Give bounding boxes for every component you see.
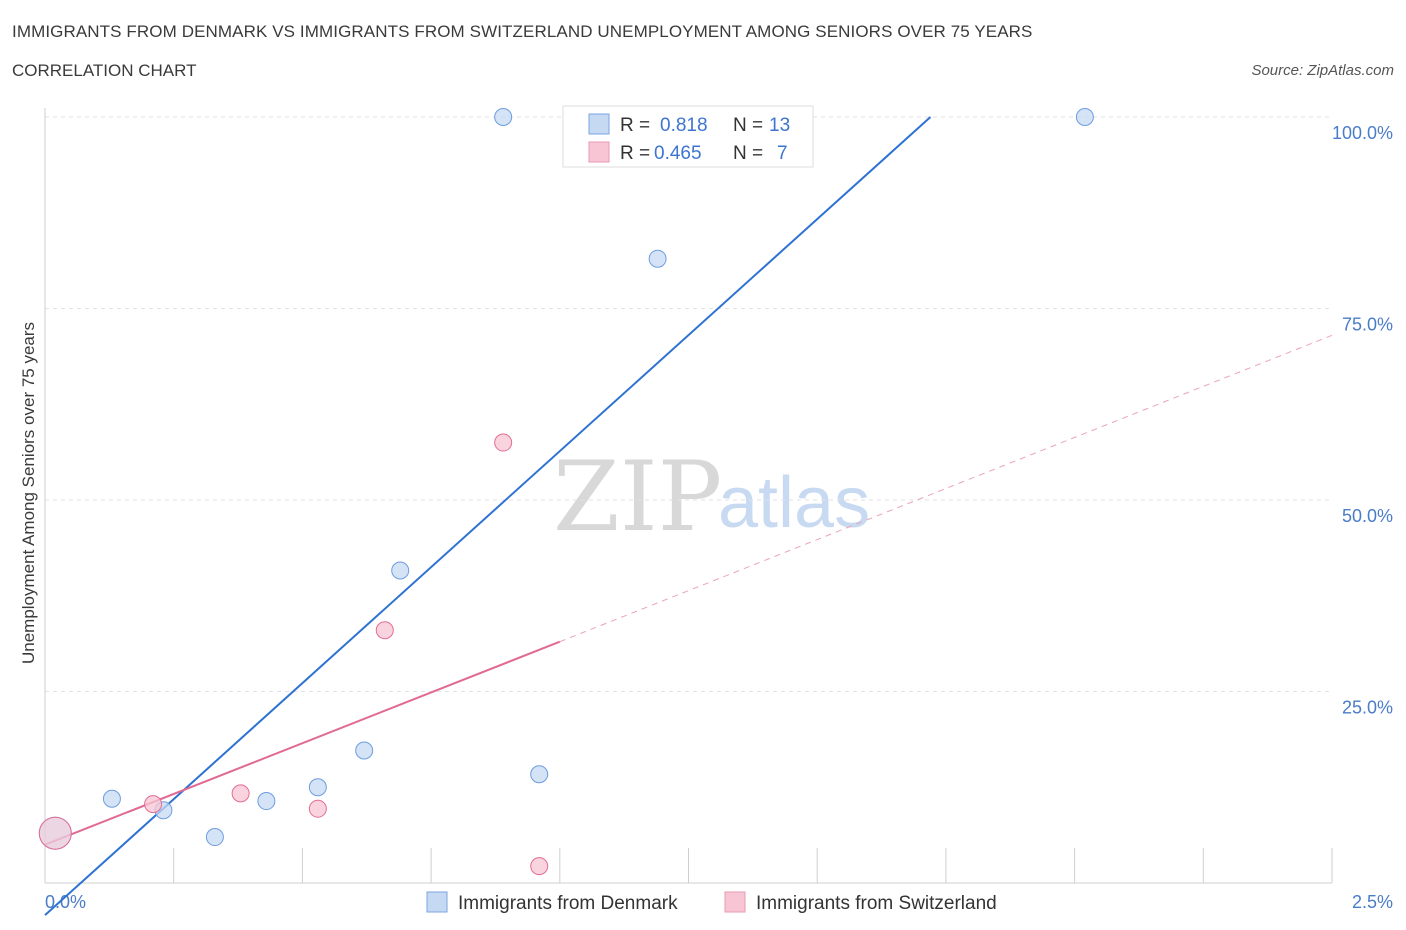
trend-line-denmark [44, 116, 932, 916]
legend-label-switzerland: Immigrants from Switzerland [756, 893, 997, 914]
stats-n-label-denmark: N = [733, 115, 763, 136]
point-denmark [494, 108, 513, 126]
stats-r-value-switzerland: 0.465 [654, 143, 702, 164]
point-denmark [102, 789, 121, 808]
y-tick-label: 50.0% [1342, 506, 1393, 526]
stats-swatch-denmark [588, 113, 610, 135]
trend-line-switzerland [44, 640, 561, 846]
series-legend: Immigrants from Denmark Immigrants from … [426, 891, 997, 914]
stats-n-value-switzerland: 7 [777, 143, 788, 164]
stats-n-label-switzerland: N = [733, 143, 763, 164]
y-tick-label: 25.0% [1342, 698, 1393, 718]
watermark-zip: ZIP [553, 441, 722, 553]
point-switzerland [231, 784, 250, 803]
stats-r-label-switzerland: R = [620, 143, 650, 164]
chart-subtitle: CORRELATION CHART [12, 61, 197, 80]
legend-swatch-denmark [426, 891, 448, 913]
point-switzerland [38, 816, 72, 850]
point-switzerland [308, 799, 327, 818]
chart-title: IMMIGRANTS FROM DENMARK VS IMMIGRANTS FR… [12, 22, 1033, 41]
y-tick-label: 100.0% [1332, 123, 1393, 143]
point-denmark [308, 778, 327, 797]
stats-legend: R = 0.818 N = 13 R = 0.465 N = 7 [562, 105, 814, 168]
point-denmark [1075, 108, 1094, 126]
legend-swatch-switzerland [724, 891, 746, 913]
point-denmark [530, 765, 549, 784]
y-axis-label: Unemployment Among Seniors over 75 years [19, 322, 38, 664]
point-denmark [355, 741, 374, 760]
stats-n-value-denmark: 13 [769, 115, 790, 136]
data-points [38, 108, 1094, 876]
point-denmark [257, 792, 276, 811]
stats-r-value-denmark: 0.818 [660, 115, 708, 136]
point-switzerland [144, 795, 163, 814]
point-switzerland [494, 433, 513, 452]
point-denmark [205, 828, 224, 847]
point-switzerland [375, 621, 394, 640]
x-tick-marks [173, 848, 1333, 883]
source-credit: Source: ZipAtlas.com [1251, 62, 1394, 79]
stats-swatch-switzerland [588, 141, 610, 163]
y-tick-labels: 25.0% 50.0% 75.0% 100.0% [1332, 123, 1393, 718]
stats-r-label-denmark: R = [620, 115, 650, 136]
point-switzerland [530, 857, 549, 876]
gridlines [45, 116, 1332, 692]
point-denmark [648, 249, 667, 268]
trend-lines [44, 116, 1333, 916]
x-tick-label-max: 2.5% [1352, 892, 1393, 912]
y-tick-label: 75.0% [1342, 315, 1393, 335]
legend-label-denmark: Immigrants from Denmark [458, 893, 678, 914]
point-denmark [391, 561, 410, 580]
watermark-atlas: atlas [718, 463, 870, 543]
